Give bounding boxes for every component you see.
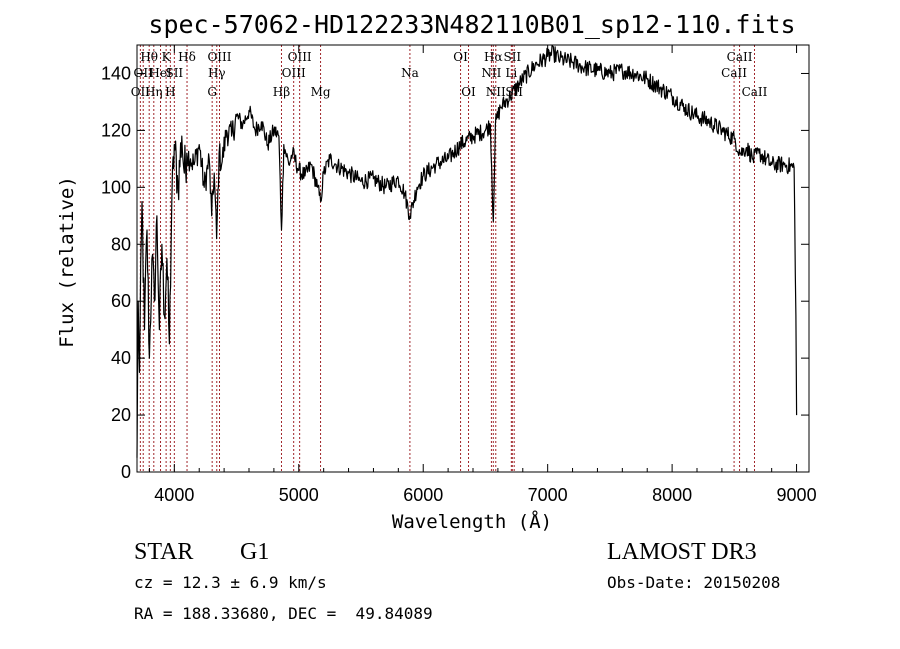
chart-title: spec-57062-HD122233N482110B01_sp12-110.f… (148, 10, 795, 39)
line-marker-label: OIII (288, 50, 312, 64)
line-marker-label: CaII (721, 66, 747, 80)
spectrum-line (136, 45, 798, 458)
x-tick-label: 7000 (528, 485, 568, 505)
line-marker-label: CaII (742, 85, 768, 99)
redshift-cz: cz = 12.3 ± 6.9 km/s (134, 573, 327, 592)
line-marker-label: Hδ (178, 50, 196, 64)
line-marker-label: HeI (149, 66, 172, 80)
line-marker-label: Hγ (208, 66, 226, 80)
survey-name: LAMOST DR3 (607, 539, 757, 565)
object-class: STAR (134, 539, 193, 565)
observation-date: Obs-Date: 20150208 (607, 573, 780, 592)
line-marker-label: OIII (207, 50, 231, 64)
y-tick-label: 100 (101, 177, 131, 197)
x-axis: 4000 5000 6000 7000 8000 9000 (148, 45, 817, 505)
y-tick-label: 80 (111, 234, 131, 254)
plot-frame (136, 44, 810, 473)
x-tick-label: 8000 (652, 485, 692, 505)
line-marker-label: Hα (484, 50, 503, 64)
y-tick-label: 40 (111, 348, 131, 368)
y-tick-label: 120 (101, 120, 131, 140)
line-marker-label: Hη (145, 85, 163, 99)
line-marker-label: CaII (727, 50, 753, 64)
y-axis: 0 20 40 60 80 100 120 140 (101, 63, 809, 482)
line-marker-label: OI (461, 85, 476, 99)
line-marker-label: OIII (282, 66, 306, 80)
emission-line-labels: OIIOIIHθHηHeIKHSIIHδGHγOIIIHβOIIIOIIIMgN… (131, 50, 768, 99)
x-tick-label: 4000 (154, 485, 194, 505)
y-tick-label: 20 (111, 405, 131, 425)
y-axis-label: Flux (relative) (56, 176, 78, 348)
line-marker-label: Mg (311, 85, 331, 99)
line-marker-label: H (165, 85, 175, 99)
line-marker-label: Na (401, 66, 419, 80)
line-marker-label: NII (486, 85, 506, 99)
line-marker-label: K (162, 50, 172, 64)
x-axis-label: Wavelength (Å) (392, 510, 552, 533)
line-marker-label: G (207, 85, 217, 99)
x-tick-label: 9000 (777, 485, 817, 505)
y-tick-label: 0 (121, 462, 131, 482)
line-marker-label: Li (505, 66, 517, 80)
line-marker-label: SII (503, 50, 521, 64)
line-marker-label: Hθ (140, 50, 158, 64)
line-marker-label: SII (165, 66, 183, 80)
y-tick-label: 140 (101, 63, 131, 83)
y-tick-label: 60 (111, 291, 131, 311)
object-subclass: G1 (240, 539, 269, 565)
x-tick-label: 6000 (403, 485, 443, 505)
x-tick-label: 5000 (279, 485, 319, 505)
emission-line-markers (139, 45, 755, 472)
line-marker-label: OII (131, 85, 151, 99)
line-marker-label: OI (453, 50, 468, 64)
ra-dec-coordinates: RA = 188.33680, DEC = 49.84089 (134, 604, 433, 623)
line-marker-label: NII (481, 66, 501, 80)
line-marker-label: Hβ (273, 85, 290, 99)
